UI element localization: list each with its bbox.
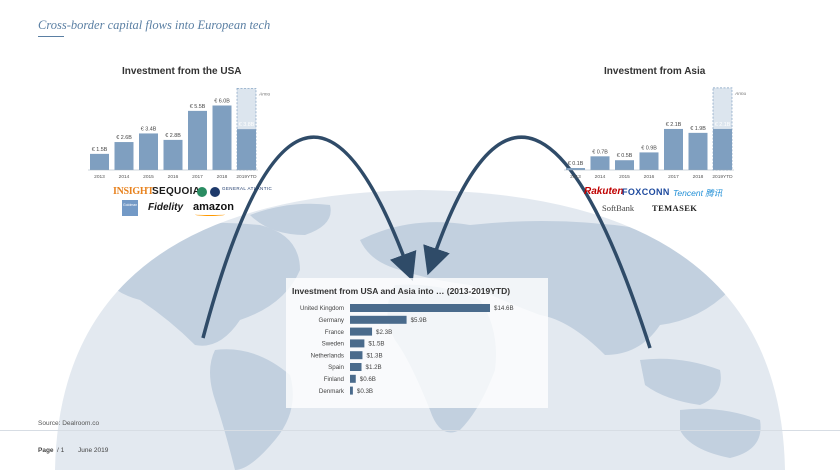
country-label: Netherlands <box>311 352 344 359</box>
page-number: / 1 <box>57 447 65 454</box>
footer-divider <box>0 430 840 431</box>
country-label: Spain <box>328 364 344 371</box>
country-data-label: $1.3B <box>366 352 382 359</box>
asia-data-label: € 0.1B <box>568 161 584 167</box>
asia-data-label: € 0.5B <box>617 153 633 159</box>
asia-tick-label: 2014 <box>595 174 606 180</box>
usa-annualised-label: Annualised <box>258 91 270 97</box>
asia-data-label: € 0.7B <box>592 149 608 155</box>
usa-bar <box>90 153 109 170</box>
country-bar <box>350 351 363 360</box>
foxconn-logo: FOXCONN <box>622 187 670 197</box>
usa-data-label: € 6.0B <box>214 99 230 105</box>
footer-date: June 2019 <box>78 447 109 454</box>
asia-bar <box>615 160 634 170</box>
usa-investment-chart: Annualised € 1.5B 2013 € 2.6B 2014 € 3.4B 2015… <box>88 87 270 180</box>
asia-tick-label: 2015 <box>619 174 630 180</box>
asia-bar <box>713 128 732 170</box>
country-bar <box>350 304 490 312</box>
asia-tick-label: 2016 <box>644 174 655 180</box>
usa-bar <box>163 139 183 170</box>
amazon-logo: amazon <box>193 201 234 213</box>
title-rule <box>38 36 64 37</box>
fidelity-logo: Fidelity <box>148 202 184 213</box>
country-label: Denmark <box>319 388 345 395</box>
country-bar <box>350 339 365 348</box>
country-data-label: $2.3B <box>376 329 392 336</box>
asia-tick-label: 2017 <box>668 174 679 180</box>
usa-to-europe-arrow <box>201 135 417 339</box>
country-data-label: $0.6B <box>360 376 376 383</box>
country-label: Finland <box>324 376 345 383</box>
country-label: Sweden <box>322 341 345 348</box>
amazon-smile-icon <box>195 213 225 216</box>
temasek-logo: TEMASEK <box>652 203 698 213</box>
asia-tick-label: 2013 <box>570 174 581 180</box>
asia-to-europe-arrow <box>423 135 652 349</box>
asia-data-label: € 1.9B <box>690 126 706 132</box>
insight-logo: INSIGHT <box>113 186 154 197</box>
usa-data-label: € 3.8B <box>239 122 255 128</box>
country-data-label: $0.3B <box>357 388 373 395</box>
country-bar <box>350 327 373 336</box>
usa-bar <box>237 129 256 170</box>
usa-bar <box>188 110 207 170</box>
usa-data-label: € 1.5B <box>92 147 108 153</box>
usa-chart-title: Investment from the USA <box>122 66 242 77</box>
usa-tick-label: 2014 <box>119 174 130 180</box>
asia-tick-label: 2019YTD <box>712 174 733 180</box>
usa-tick-label: 2016 <box>168 174 179 180</box>
asia-bar <box>566 168 585 170</box>
country-label: France <box>325 329 345 336</box>
usa-bar <box>139 133 158 170</box>
softbank-logo: SoftBank <box>602 203 635 213</box>
country-bar <box>350 363 362 371</box>
country-data-label: $5.9B <box>411 317 427 324</box>
usa-data-label: € 3.4B <box>141 126 157 132</box>
asia-annualised-label: Annualised <box>734 91 746 97</box>
general-atlantic-globe-icon <box>210 187 220 197</box>
country-label: United Kingdom <box>300 305 344 312</box>
usa-data-label: € 2.8B <box>165 133 181 139</box>
country-bar <box>350 315 407 324</box>
asia-chart-title: Investment from Asia <box>604 66 706 77</box>
tencent-logo: Tencent 腾讯 <box>673 188 723 198</box>
goldman-sachs-logo: Goldman Sachs <box>122 200 148 216</box>
general-atlantic-mark-icon <box>197 187 207 197</box>
asia-bar <box>688 132 708 170</box>
slide-title: Cross-border capital flows into European… <box>38 18 271 32</box>
country-breakdown-panel <box>286 278 548 408</box>
asia-bar <box>639 152 659 170</box>
usa-bar <box>212 105 232 170</box>
asia-bar <box>664 128 683 170</box>
country-chart-title: Investment from USA and Asia into … (201… <box>292 286 511 296</box>
country-data-label: $14.6B <box>494 305 514 312</box>
asia-tick-label: 2018 <box>693 174 704 180</box>
country-data-label: $1.2B <box>366 364 382 371</box>
page-label: Page <box>38 447 54 454</box>
asia-data-label: € 2.1B <box>666 122 682 128</box>
asia-data-label: € 2.1B <box>715 122 731 128</box>
asia-data-label: € 0.9B <box>641 145 657 151</box>
sequoia-logo: SEQUOIA <box>152 186 201 197</box>
country-bar <box>350 386 353 395</box>
usa-data-label: € 5.5B <box>190 104 206 110</box>
country-investment-chart: United Kingdom $14.6B Germany $5.9B France $2… <box>300 304 514 395</box>
general-atlantic-logo: GENERAL ATLANTIC <box>222 186 273 191</box>
usa-data-label: € 2.6B <box>116 135 132 141</box>
rakuten-logo: Rakuten <box>584 186 624 197</box>
source-note: Source: Dealroom.co <box>38 420 100 427</box>
usa-tick-label: 2018 <box>217 174 228 180</box>
usa-tick-label: 2013 <box>94 174 105 180</box>
country-label: Germany <box>319 317 345 324</box>
asia-investment-chart: Annualised € 0.1B 2013 € 0.7B 2014 € 0.5B 2015… <box>564 87 746 180</box>
usa-bar <box>114 142 134 170</box>
country-bar <box>350 374 356 383</box>
country-data-label: $1.5B <box>368 341 384 348</box>
usa-tick-label: 2019YTD <box>236 174 257 180</box>
asia-bar <box>590 156 610 170</box>
usa-tick-label: 2015 <box>143 174 154 180</box>
usa-tick-label: 2017 <box>192 174 203 180</box>
